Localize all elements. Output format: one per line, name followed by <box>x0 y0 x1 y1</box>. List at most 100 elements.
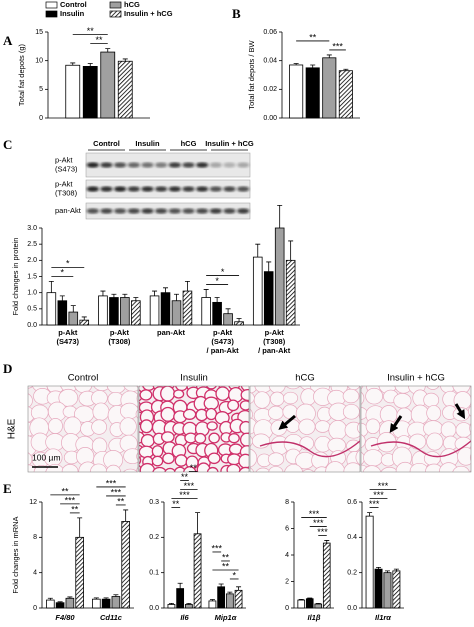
adipocyte <box>173 389 185 399</box>
axis-line <box>41 502 134 609</box>
adipocyte <box>149 478 163 492</box>
adipocyte <box>106 386 127 394</box>
error-bar <box>168 603 174 605</box>
adipocyte <box>123 448 138 465</box>
error-bar <box>47 597 53 601</box>
adipocyte <box>408 433 427 450</box>
significance-label: *** <box>369 499 380 509</box>
error-bar <box>214 297 220 303</box>
panel-border <box>249 385 361 473</box>
error-bar <box>236 318 242 322</box>
significance-label: *** <box>111 487 122 497</box>
y-tick-label: 0.2 <box>347 570 357 577</box>
scale-bar-label: 100 µm <box>32 452 61 462</box>
adipocyte <box>410 404 430 425</box>
bar <box>55 602 65 609</box>
adipocyte <box>253 391 271 409</box>
x-tick-label: p-Akt <box>265 328 285 337</box>
adipocyte <box>268 386 286 394</box>
blot-group-label: Control <box>93 139 120 148</box>
significance-label: ** <box>181 472 189 482</box>
adipocyte <box>457 447 471 466</box>
adipocyte <box>452 386 471 395</box>
adipocyte <box>270 419 288 436</box>
y-tick-label: 0.0 <box>149 605 159 612</box>
adipocyte <box>362 465 382 472</box>
y-tick-label: 0 <box>285 605 289 612</box>
significance-label: *** <box>212 543 223 553</box>
adipocyte <box>194 432 207 444</box>
error-bar <box>48 280 54 293</box>
adipocyte <box>206 421 218 431</box>
adipocyte <box>143 478 153 487</box>
y-tick-label: 4 <box>33 570 37 577</box>
legend-label: Insulin <box>60 9 85 18</box>
panel-border <box>27 385 139 473</box>
histology-image <box>28 386 138 472</box>
adipocyte <box>207 478 218 489</box>
significance-label: *** <box>378 481 389 491</box>
adipocyte <box>119 402 138 420</box>
bar <box>171 300 182 326</box>
adipocyte <box>140 433 155 448</box>
error-bar <box>186 603 192 605</box>
adipocyte <box>174 454 188 467</box>
significance-label: ** <box>95 35 103 45</box>
blot-band <box>223 208 236 214</box>
adipocyte <box>220 475 233 486</box>
adipocyte <box>208 432 220 444</box>
bar <box>392 570 401 609</box>
adipocyte <box>254 386 273 394</box>
y-axis-label: Total fat depots / BW <box>247 39 256 109</box>
blot-band <box>237 186 250 192</box>
error-bar <box>70 305 76 313</box>
adipocyte <box>164 467 176 472</box>
adipocyte <box>380 466 399 472</box>
error-bar <box>70 62 76 66</box>
bar <box>289 64 304 119</box>
blot-band <box>168 162 181 168</box>
bar <box>314 603 323 609</box>
bar <box>149 295 160 326</box>
blot-group-label: Insulin + hCG <box>205 139 254 148</box>
adipocyte <box>173 466 187 472</box>
blot-band <box>114 208 127 214</box>
y-axis-label: Fold changes in mRNA <box>11 516 20 593</box>
panel-label: C <box>3 137 12 152</box>
adipocyte <box>301 469 315 472</box>
bar <box>131 300 141 326</box>
bar <box>65 597 75 609</box>
adipocyte <box>229 477 241 488</box>
adipocyte <box>205 386 217 390</box>
adipocyte <box>440 421 457 438</box>
blot-group-label: Insulin <box>135 139 160 148</box>
adipocyte <box>136 466 138 472</box>
adipocyte <box>132 477 144 488</box>
adipocyte <box>242 479 254 490</box>
error-bar <box>266 261 272 272</box>
y-tick-label: 0.1 <box>149 570 159 577</box>
adipocyte <box>119 417 137 436</box>
error-bar <box>367 512 373 517</box>
adipocyte <box>268 466 284 472</box>
error-bar <box>59 295 65 301</box>
bar <box>338 70 353 119</box>
significance-label: * <box>232 570 236 580</box>
adipocyte <box>254 477 265 489</box>
significance-label: *** <box>373 490 384 500</box>
bar <box>374 568 383 609</box>
adipocyte <box>139 419 154 434</box>
error-bar <box>293 63 299 65</box>
blot-strip <box>85 179 251 199</box>
blot-band <box>141 208 154 214</box>
x-tick-label: Mip1α <box>215 613 237 622</box>
x-tick-label: p-Akt <box>58 328 78 337</box>
histology-label: Control <box>68 373 99 384</box>
y-tick-label: 1.0 <box>27 290 37 297</box>
x-tick-label: p-Akt <box>110 328 130 337</box>
blot-row-label: (S473) <box>55 164 78 173</box>
error-bar <box>123 509 129 522</box>
adipocyte <box>92 402 110 421</box>
adipocyte <box>139 389 153 401</box>
histology-label: Insulin + hCG <box>387 373 445 384</box>
